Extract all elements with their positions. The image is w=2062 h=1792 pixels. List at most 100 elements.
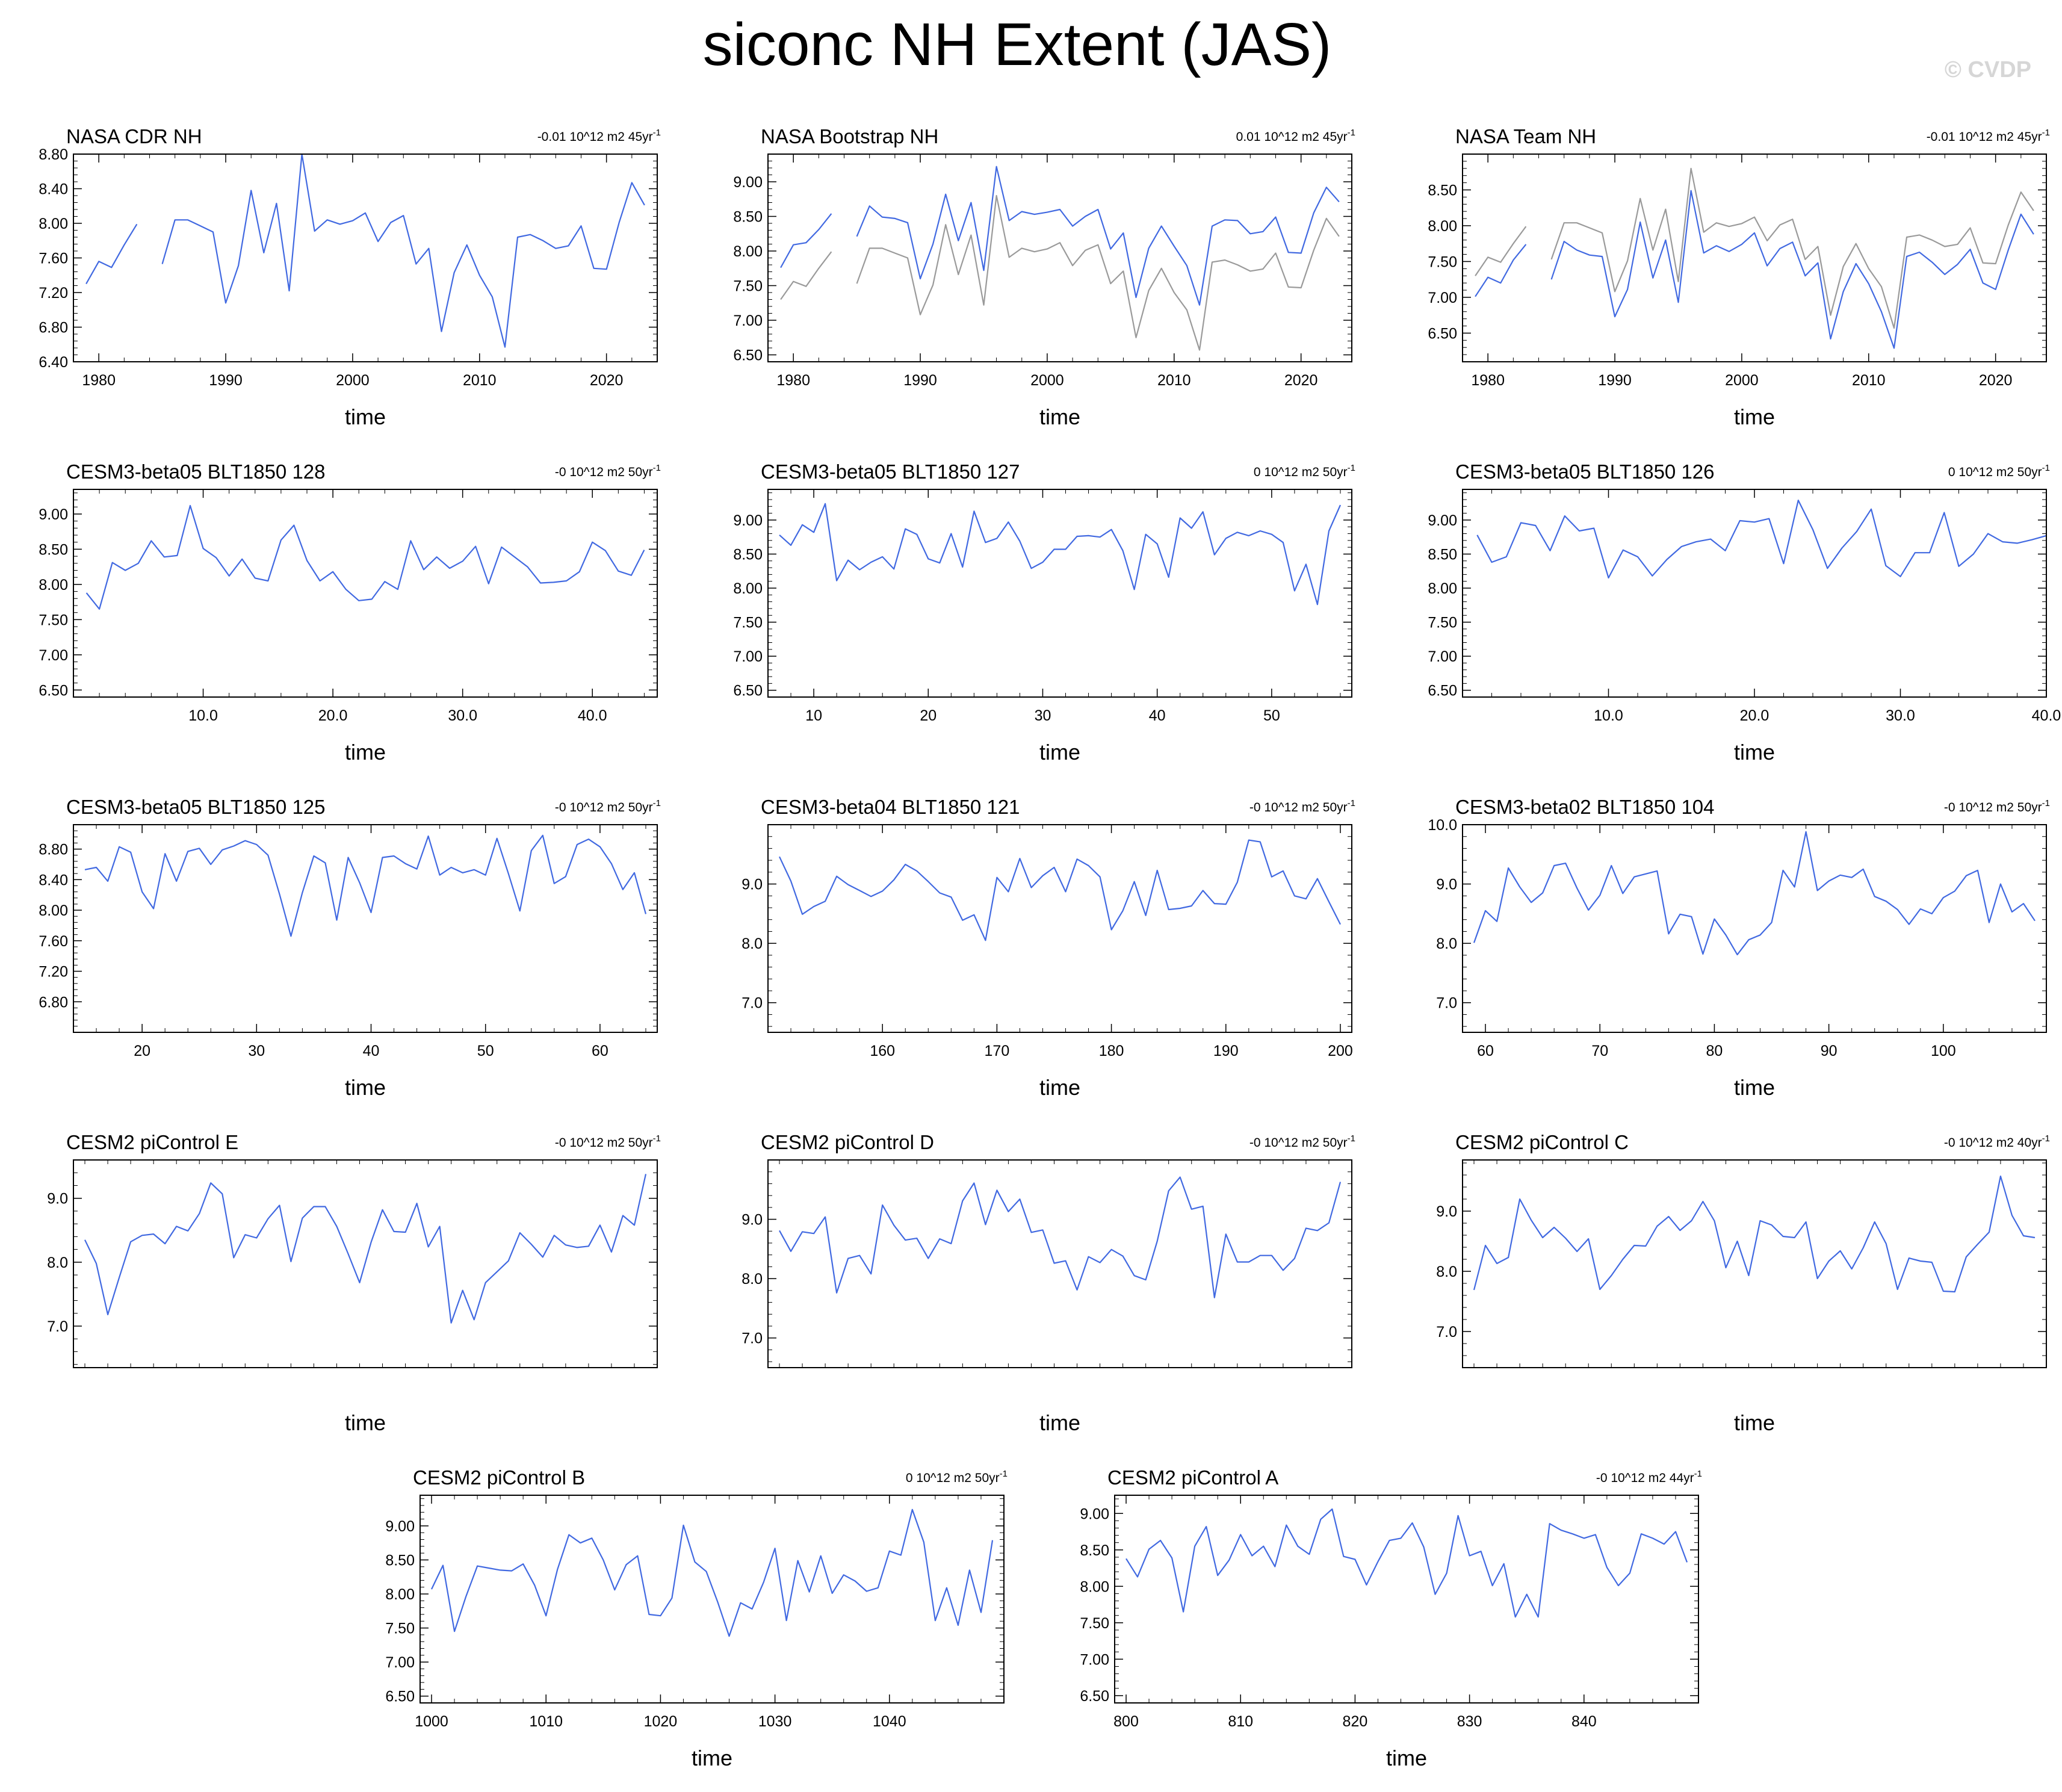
- x-tick-label: 1990: [1598, 372, 1632, 389]
- x-axis-label: time: [345, 1075, 386, 1100]
- x-axis-label: time: [1039, 740, 1080, 764]
- trend-exponent: -1: [653, 463, 661, 473]
- plot-frame: [1462, 1159, 2047, 1368]
- y-tick-label: 9.00: [1428, 512, 1457, 529]
- y-tick-label: 6.50: [733, 683, 763, 699]
- x-tick-label: 200: [1328, 1043, 1353, 1059]
- x-tick-label: 10: [805, 707, 822, 724]
- y-tick-label: 6.80: [39, 320, 68, 336]
- panel-title: CESM3-beta05 BLT1850 126: [1455, 460, 1715, 483]
- y-tick-label: 8.00: [39, 577, 68, 594]
- trend-label: 0 10^12 m2 50yr-1: [1254, 463, 1355, 479]
- x-tick-label: 1990: [903, 372, 937, 389]
- trend-exponent: -1: [653, 798, 661, 808]
- panel-title: CESM3-beta02 BLT1850 104: [1455, 796, 1715, 818]
- y-tick-label: 9.0: [47, 1191, 68, 1208]
- y-tick-label: 8.00: [385, 1586, 415, 1603]
- trend-exponent: -1: [2042, 463, 2050, 473]
- chart-panel: CESM2 piControl C -0 10^12 m2 40yr-1 7.0 8.…: [1436, 1131, 2050, 1435]
- x-axis-label: time: [1039, 405, 1080, 429]
- plot-frame: [420, 1495, 1005, 1704]
- trend-exponent: -1: [2042, 128, 2050, 138]
- y-tick-label: 6.50: [1428, 683, 1457, 699]
- trend-text: -0 10^12 m2 50yr: [555, 465, 653, 479]
- panel-title: CESM2 piControl C: [1455, 1131, 1629, 1153]
- chart-panel: NASA CDR NH -0.01 10^12 m2 45yr-1 6.40 6.80…: [39, 125, 661, 429]
- y-tick-label: 7.00: [385, 1654, 415, 1671]
- x-tick-label: 80: [1706, 1043, 1723, 1059]
- y-tick-label: 9.00: [39, 506, 68, 523]
- x-tick-label: 1000: [415, 1713, 448, 1730]
- trend-exponent: -1: [1000, 1469, 1008, 1479]
- x-tick-label: 20.0: [1740, 707, 1769, 724]
- x-tick-label: 30: [1035, 707, 1051, 724]
- trend-label: -0 10^12 m2 50yr-1: [555, 463, 661, 479]
- trend-label: -0.01 10^12 m2 45yr-1: [1927, 128, 2050, 144]
- plot-frame: [767, 824, 1352, 1033]
- x-tick-label: 100: [1931, 1043, 1956, 1059]
- y-tick-label: 7.50: [39, 612, 68, 628]
- x-axis-label: time: [692, 1746, 732, 1770]
- trend-text: 0 10^12 m2 50yr: [906, 1471, 1000, 1485]
- x-tick-label: 30.0: [1886, 707, 1915, 724]
- trend-exponent: -1: [1694, 1469, 1702, 1479]
- y-tick-label: 8.00: [39, 215, 68, 232]
- trend-label: -0 10^12 m2 50yr-1: [1249, 1133, 1355, 1150]
- chart-panel: CESM2 piControl D -0 10^12 m2 50yr-1 7.0 8.…: [742, 1131, 1355, 1435]
- x-tick-label: 40: [363, 1043, 380, 1059]
- y-tick-label: 8.50: [1428, 182, 1457, 199]
- trend-text: 0.01 10^12 m2 45yr: [1236, 130, 1348, 144]
- x-tick-label: 190: [1213, 1043, 1239, 1059]
- y-tick-label: 7.60: [39, 250, 68, 267]
- trend-exponent: -1: [2042, 798, 2050, 808]
- x-tick-label: 1980: [776, 372, 810, 389]
- x-tick-label: 40.0: [2032, 707, 2061, 724]
- panel-title: CESM2 piControl B: [413, 1466, 585, 1489]
- y-tick-label: 8.50: [733, 209, 763, 226]
- x-axis-label: time: [345, 1410, 386, 1435]
- x-tick-label: 840: [1571, 1713, 1597, 1730]
- trend-label: -0 10^12 m2 50yr-1: [1944, 798, 2050, 814]
- plot-frame: [73, 489, 658, 698]
- y-tick-label: 8.50: [1080, 1542, 1109, 1559]
- y-tick-label: 8.0: [742, 1271, 763, 1288]
- y-tick-label: 8.50: [39, 541, 68, 558]
- series-line: [84, 834, 647, 937]
- series-line: [779, 1176, 1342, 1298]
- x-tick-label: 170: [985, 1043, 1010, 1059]
- x-tick-label: 1980: [82, 372, 116, 389]
- reference-series-line: [1475, 167, 2034, 329]
- x-axis-label: time: [345, 740, 386, 764]
- chart-panel: CESM3-beta05 BLT1850 125 -0 10^12 m2 50yr…: [39, 796, 661, 1100]
- trend-text: -0 10^12 m2 44yr: [1596, 1471, 1694, 1485]
- y-tick-label: 6.50: [39, 682, 68, 699]
- x-tick-label: 2020: [1979, 372, 2013, 389]
- y-tick-label: 8.50: [733, 546, 763, 563]
- x-tick-label: 2010: [1157, 372, 1191, 389]
- chart-panel: CESM3-beta05 BLT1850 128 -0 10^12 m2 50yr…: [39, 460, 661, 764]
- y-tick-label: 9.0: [1436, 876, 1457, 893]
- trend-exponent: -1: [1348, 128, 1355, 138]
- plot-frame: [1462, 489, 2047, 698]
- y-tick-label: 7.00: [733, 312, 763, 329]
- trend-label: -0 10^12 m2 50yr-1: [555, 1133, 661, 1150]
- x-tick-label: 800: [1113, 1713, 1139, 1730]
- x-axis-label: time: [1734, 740, 1775, 764]
- x-tick-label: 30: [248, 1043, 265, 1059]
- y-tick-label: 7.00: [1428, 648, 1457, 665]
- chart-panel: CESM2 piControl B 0 10^12 m2 50yr-1 6.50 7.…: [385, 1466, 1008, 1770]
- y-tick-label: 8.0: [1436, 1263, 1457, 1280]
- series-line: [1473, 1175, 2036, 1293]
- x-tick-label: 40: [1149, 707, 1166, 724]
- x-tick-label: 2020: [1284, 372, 1318, 389]
- trend-exponent: -1: [2042, 1133, 2050, 1144]
- x-tick-label: 1040: [873, 1713, 906, 1730]
- trend-label: 0 10^12 m2 50yr-1: [1948, 463, 2050, 479]
- trend-label: 0 10^12 m2 50yr-1: [906, 1469, 1008, 1485]
- x-tick-label: 50: [477, 1043, 494, 1059]
- y-tick-label: 6.40: [39, 354, 68, 371]
- x-tick-label: 20: [134, 1043, 150, 1059]
- x-tick-label: 2000: [1030, 372, 1064, 389]
- x-tick-label: 30.0: [448, 707, 477, 724]
